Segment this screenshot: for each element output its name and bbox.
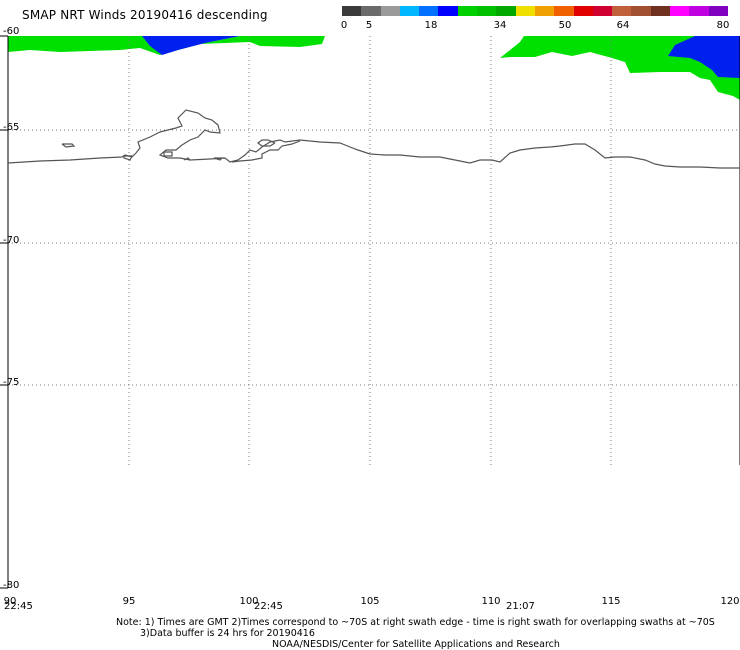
lon-label-105: 105 [360,596,380,607]
colorbar-segment [496,6,516,16]
colorbar-segment [708,6,728,16]
colorbar-segment [534,6,555,16]
colorbar-label-50: 50 [558,20,572,31]
colorbar [342,6,728,16]
lon-label-120: 120 [720,596,740,607]
colorbar-label-64: 64 [616,20,630,31]
colorbar-segment [592,6,613,16]
colorbar-segment [361,6,381,16]
coastline [7,109,740,169]
colorbar-segment [515,6,535,16]
colorbar-segment [554,6,574,16]
swath-time-2: 22:45 [254,601,283,612]
lat-label-65: -65 [3,122,20,133]
colorbar-label-5: 5 [365,20,373,31]
wind-swaths [8,36,740,100]
colorbar-segment [438,6,458,16]
note-line-1: Note: 1) Times are GMT 2)Times correspon… [116,617,715,628]
colorbar-segment [612,6,632,16]
graticule [8,36,740,465]
colorbar-label-34: 34 [493,20,507,31]
colorbar-segment [419,6,439,16]
swath-time-1: 22:45 [4,601,33,612]
swath-time-3: 21:07 [506,601,535,612]
colorbar-segment [457,6,478,16]
lon-label-90: 90 [3,596,17,607]
swath-blue-left [142,36,240,55]
lon-label-100: 100 [239,596,259,607]
colorbar-label-80: 80 [716,20,730,31]
swath-blue-right [668,36,740,78]
plot-frame [0,35,740,589]
lat-label-80: -80 [3,580,20,591]
lon-label-110: 110 [481,596,501,607]
colorbar-segment [380,6,400,16]
lat-label-70: -70 [3,235,20,246]
colorbar-segment [477,6,497,16]
colorbar-segment [342,6,362,16]
credit-line: NOAA/NESDIS/Center for Satellite Applica… [272,639,560,650]
colorbar-label-18: 18 [424,20,438,31]
colorbar-segment [650,6,671,16]
colorbar-segment [670,6,690,16]
colorbar-segment [631,6,651,16]
colorbar-segment [399,6,420,16]
colorbar-label-0: 0 [340,20,348,31]
plot-title: SMAP NRT Winds 20190416 descending [22,8,268,22]
colorbar-segment [573,6,593,16]
lon-label-115: 115 [601,596,621,607]
note-line-2: 3)Data buffer is 24 hrs for 20190416 [140,628,315,639]
lat-label-60: -60 [3,26,20,37]
lat-label-75: -75 [3,377,20,388]
lon-label-95: 95 [122,596,136,607]
colorbar-segment [689,6,709,16]
